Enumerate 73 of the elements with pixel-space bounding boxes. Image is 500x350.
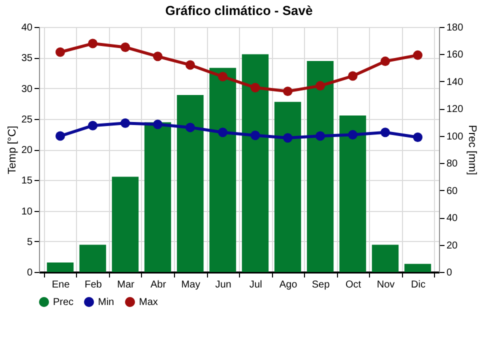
y-tick-label: 20 — [21, 145, 33, 156]
bar — [242, 54, 269, 272]
bar — [209, 68, 236, 272]
x-tick-label: Sep — [312, 280, 330, 290]
bar — [306, 61, 334, 272]
x-tick-label: Ene — [52, 280, 70, 290]
point — [153, 52, 162, 62]
y-tick-label: 35 — [21, 53, 33, 64]
point — [56, 131, 65, 141]
chart-title: Gráfico climático - Savè — [165, 3, 313, 18]
y2-tick-label: 60 — [446, 186, 458, 197]
x-tick-label: Ago — [279, 280, 298, 290]
bar — [176, 95, 204, 272]
x-tick-label: Jun — [215, 280, 232, 290]
y2-tick-label: 140 — [446, 76, 464, 88]
y-tick-label: 40 — [21, 22, 33, 34]
point — [413, 50, 422, 60]
point — [218, 128, 228, 138]
y2-tick-label: 0 — [446, 268, 452, 278]
point — [153, 120, 162, 130]
y2-tick-label: 40 — [446, 213, 458, 224]
point — [348, 130, 358, 140]
bar — [46, 262, 74, 272]
point — [250, 130, 260, 140]
point — [380, 56, 390, 66]
point — [88, 38, 98, 48]
y2-tick-label: 180 — [446, 22, 464, 34]
y2-axis-title: Prec [mm] — [466, 124, 478, 176]
y-tick-label: 5 — [26, 236, 33, 248]
y2-tick-label: 160 — [446, 50, 464, 61]
x-tick-label: Jul — [249, 280, 262, 290]
point — [316, 131, 325, 141]
bar — [372, 244, 399, 272]
x-tick-label: Feb — [84, 280, 102, 290]
point — [88, 120, 98, 130]
y-tick-label: 10 — [21, 206, 33, 218]
point — [120, 118, 130, 128]
bar — [112, 176, 139, 272]
y2-tick-label: 100 — [446, 131, 464, 142]
y2-tick-label: 20 — [446, 240, 458, 252]
legend-label: Min — [98, 297, 114, 308]
bar — [404, 264, 432, 272]
point — [348, 71, 358, 81]
x-tick-label: Mar — [117, 280, 136, 290]
point — [283, 86, 292, 96]
point — [316, 81, 325, 91]
y-axis-title: Temp [°C] — [6, 126, 18, 174]
bar — [79, 244, 106, 272]
point — [186, 122, 195, 132]
y-tick-label: 30 — [21, 84, 33, 95]
point — [186, 60, 195, 70]
point — [380, 128, 390, 138]
point — [218, 72, 228, 82]
x-tick-label: May — [181, 280, 200, 290]
y-tick-label: 25 — [21, 114, 33, 126]
bar — [274, 102, 302, 272]
y-tick-label: 15 — [21, 176, 33, 187]
point — [283, 133, 292, 143]
y2-tick-label: 80 — [446, 158, 458, 170]
point — [120, 42, 130, 52]
bar — [339, 115, 366, 272]
legend-label: Prec — [53, 297, 74, 308]
point — [250, 82, 260, 92]
point — [56, 47, 65, 57]
y-tick-label: 0 — [26, 268, 33, 278]
x-tick-label: Nov — [376, 280, 395, 290]
point — [413, 132, 422, 142]
x-tick-label: Oct — [345, 280, 362, 290]
bar — [144, 122, 172, 272]
x-tick-label: Abr — [150, 280, 167, 290]
y2-tick-label: 120 — [446, 104, 464, 116]
legend-label: Max — [139, 297, 158, 308]
x-tick-label: Dic — [411, 280, 426, 290]
